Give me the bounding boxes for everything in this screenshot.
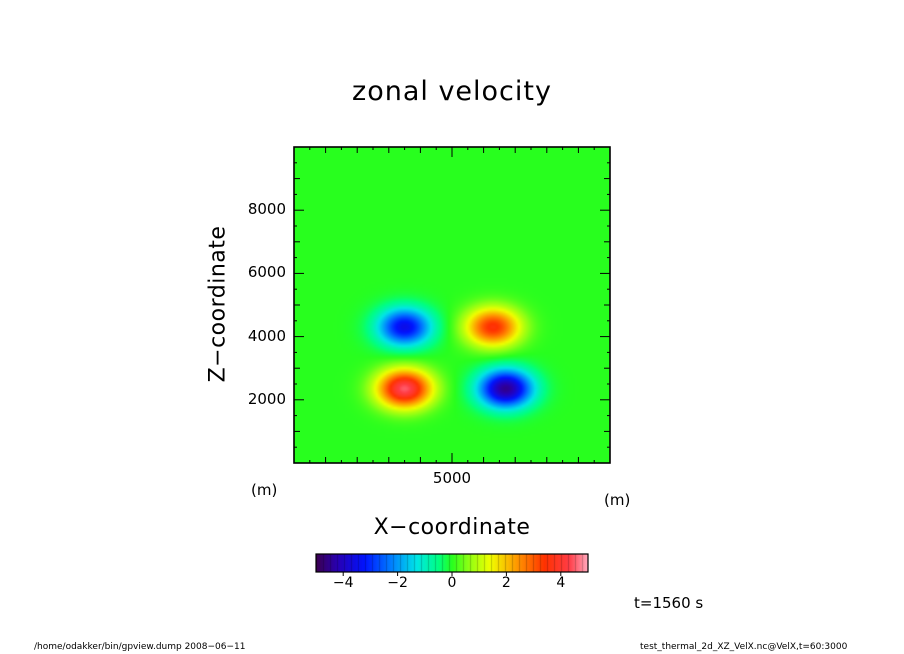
colorbar-tick-label: −4 xyxy=(332,575,354,591)
x-tick-label: 5000 xyxy=(432,469,472,487)
colorbar-tick-label: 2 xyxy=(501,575,511,591)
velocity-field-image xyxy=(294,147,610,463)
axis-ticks xyxy=(294,147,610,463)
heatmap-field xyxy=(294,147,610,463)
x-unit-label: (m) xyxy=(251,481,278,499)
colorbar-tick-label: 0 xyxy=(447,575,457,591)
colorbar-ticks xyxy=(342,572,562,576)
y-axis-label: Z−coordinate xyxy=(205,225,231,383)
colorbar xyxy=(315,553,589,573)
y-tick-label: 2000 xyxy=(247,389,286,408)
footer-right: test_thermal_2d_XZ_VelX.nc@VelX,t=60:300… xyxy=(640,642,848,652)
chart-title: zonal velocity xyxy=(352,76,552,107)
colorbar-tick-label: −2 xyxy=(387,575,408,591)
y-tick-label: 8000 xyxy=(247,200,286,219)
y-unit-label: (m) xyxy=(604,491,631,509)
footer-left: /home/odakker/bin/gpview.dump 2008−06−11 xyxy=(34,642,246,652)
time-annotation: t=1560 s xyxy=(634,594,704,612)
x-axis-label: X−coordinate xyxy=(373,515,531,540)
colorbar-image xyxy=(316,554,588,572)
colorbar-tick-label: 4 xyxy=(556,575,566,591)
y-tick-label: 4000 xyxy=(247,326,286,345)
y-tick-label: 6000 xyxy=(247,263,286,282)
